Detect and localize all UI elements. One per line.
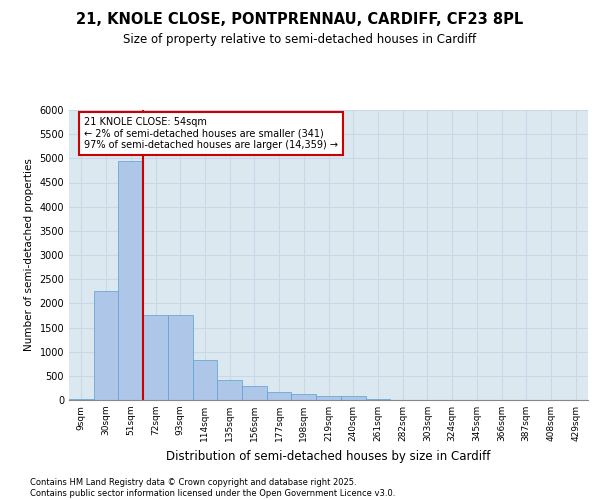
Y-axis label: Number of semi-detached properties: Number of semi-detached properties [24, 158, 34, 352]
Text: 21, KNOLE CLOSE, PONTPRENNAU, CARDIFF, CF23 8PL: 21, KNOLE CLOSE, PONTPRENNAU, CARDIFF, C… [76, 12, 524, 28]
Bar [143, 316, 168, 400]
Bar [69, 398, 94, 400]
Bar [168, 316, 193, 400]
Bar [341, 396, 365, 400]
Bar [94, 291, 118, 400]
Bar [365, 399, 390, 400]
Bar [316, 396, 341, 400]
Bar [217, 380, 242, 400]
Text: 21 KNOLE CLOSE: 54sqm
← 2% of semi-detached houses are smaller (341)
97% of semi: 21 KNOLE CLOSE: 54sqm ← 2% of semi-detac… [84, 117, 338, 150]
Text: Size of property relative to semi-detached houses in Cardiff: Size of property relative to semi-detach… [124, 32, 476, 46]
Bar [292, 394, 316, 400]
Text: Contains HM Land Registry data © Crown copyright and database right 2025.
Contai: Contains HM Land Registry data © Crown c… [30, 478, 395, 498]
Bar [193, 360, 217, 400]
Bar [242, 386, 267, 400]
X-axis label: Distribution of semi-detached houses by size in Cardiff: Distribution of semi-detached houses by … [166, 450, 491, 462]
Bar [267, 392, 292, 400]
Bar [118, 161, 143, 400]
